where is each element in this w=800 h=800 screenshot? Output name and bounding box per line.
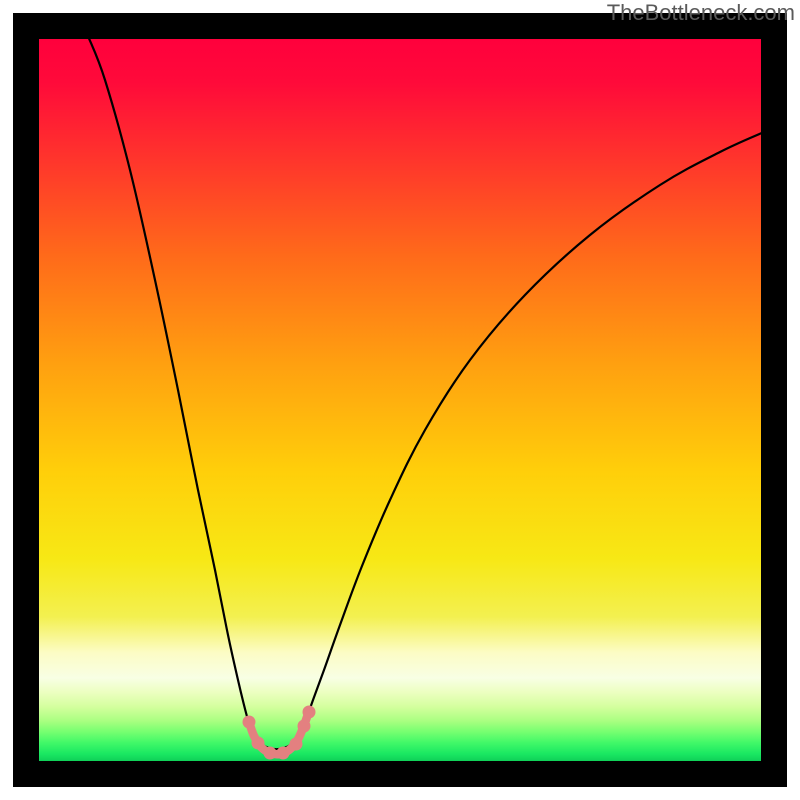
- bottleneck-chart: TheBottleneck.com: [0, 0, 800, 800]
- heat-gradient: [39, 39, 761, 761]
- trough-dot: [290, 738, 303, 751]
- chart-svg: TheBottleneck.com: [0, 0, 800, 800]
- trough-dot: [298, 720, 311, 733]
- trough-dot: [277, 747, 290, 760]
- trough-dot: [264, 747, 277, 760]
- trough-dot: [252, 737, 265, 750]
- trough-dot: [303, 706, 316, 719]
- trough-dot: [243, 716, 256, 729]
- watermark-text: TheBottleneck.com: [607, 0, 795, 25]
